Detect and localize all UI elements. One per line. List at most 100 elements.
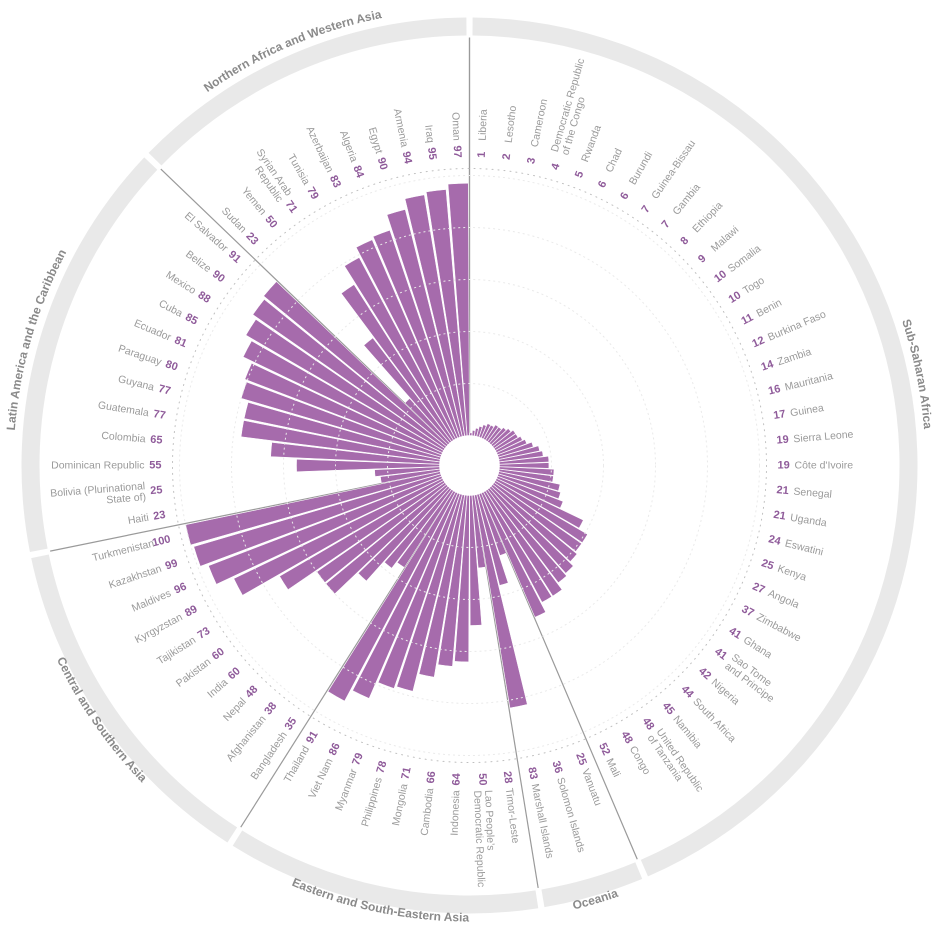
country-label: Mongolia [390,783,410,827]
country-label: Mali [604,756,623,779]
value-label: 25 [573,751,589,767]
country-label: Solomon Islands [554,776,587,854]
country-label: Tajikistan [155,634,198,667]
country-label: Sierra Leone [793,428,854,445]
value-label: 88 [196,289,213,306]
value-label: 44 [679,683,697,701]
value-label: 96 [172,581,188,597]
value-label: 4 [549,161,562,171]
value-label: 38 [262,700,279,717]
value-label: 28 [501,771,514,785]
value-label: 73 [196,625,213,642]
region-ring-segment [31,554,237,842]
value-label: 23 [152,509,166,523]
country-label: Congo [627,744,653,777]
value-label: 3 [525,157,538,165]
center-hole [440,436,500,496]
country-label: Nigeria [709,676,742,707]
country-label: Senegal [793,485,832,500]
value-label: 16 [767,383,782,398]
value-label: 41 [712,646,729,663]
country-label: Mauritania [784,370,835,393]
value-label: 48 [243,683,260,700]
country-label: Dominican Republic [51,459,144,471]
value-label: 25 [760,557,775,572]
value-label: 36 [550,760,565,775]
value-label: 23 [243,230,260,247]
value-label: 6 [618,190,631,201]
country-label: Bolivia (PlurinationalState of) [50,480,147,511]
value-label: 27 [751,581,767,597]
value-label: 10 [727,289,744,306]
country-label: Yemen [239,185,269,218]
country-label: Paraguay [117,342,164,368]
country-label: Cuba [157,297,185,319]
value-label: 21 [773,509,787,523]
country-label: Iraq [422,124,436,144]
country-label: Kyrgyzstan [133,611,185,646]
value-label: 7 [639,204,652,216]
value-label: 35 [283,716,300,733]
country-label: Ethiopia [690,199,725,235]
country-label: Marshall Islands [529,783,556,860]
value-label: 97 [451,145,463,158]
country-label: Azerbaijan [304,124,336,174]
country-label: Armenia [391,108,411,149]
country-label: Belize [183,248,213,275]
value-label: 50 [262,214,279,231]
value-label: 11 [739,312,755,328]
country-label: Cambodia [418,787,436,836]
value-label: 52 [596,741,612,757]
value-label: 6 [596,179,609,190]
value-label: 37 [739,603,755,619]
value-label: 71 [399,766,413,780]
value-label: 77 [152,408,166,422]
country-label: Togo [741,274,767,296]
country-label: Guinea [789,402,825,419]
value-label: 55 [149,459,161,471]
value-label: 45 [660,700,677,717]
country-label: Indonesia [448,790,462,836]
country-label: Rwanda [579,123,604,163]
value-label: 99 [164,557,179,572]
value-label: 42 [696,665,713,682]
value-label: 80 [164,358,179,373]
value-label: 94 [400,151,414,166]
value-label: 77 [157,383,172,398]
value-label: 86 [327,741,343,757]
value-label: 50 [476,773,488,786]
country-label: Pakistan [174,656,214,690]
country-label: Somalia [726,242,764,274]
country-label: Mexico [164,269,199,297]
country-label: Côte d'Ivoire [795,459,854,471]
value-label: 91 [304,729,321,746]
region-label: Northern Africa and Western Asia [201,7,383,95]
value-label: 84 [350,164,366,181]
value-label: 19 [776,434,789,447]
value-label: 48 [618,729,635,746]
value-label: 89 [183,603,199,619]
country-label: Zimbabwe [755,611,804,644]
country-label: Gambia [670,181,703,217]
country-label: Liberia [476,109,489,141]
value-label: 78 [375,760,390,775]
country-label: Ecuador [132,317,173,344]
value-label: 95 [425,147,438,161]
value-label: 9 [696,253,709,266]
country-label: Oman [449,112,462,141]
value-label: 19 [778,459,790,471]
country-label: Lao People’sDemocratic Republic [471,790,498,888]
country-label: Kenya [776,563,808,584]
country-label: Tunisia [285,152,312,187]
country-label: Uganda [789,511,827,529]
country-label: Chad [603,146,625,174]
value-label: 1 [476,151,488,158]
country-label: Haiti [127,511,150,526]
value-label: 2 [501,153,514,161]
value-label: 81 [173,334,189,350]
value-label: 48 [640,716,657,733]
bar [470,433,472,436]
value-label: 21 [776,484,789,497]
country-label: Algeria [337,129,360,164]
value-label: 60 [226,665,243,682]
